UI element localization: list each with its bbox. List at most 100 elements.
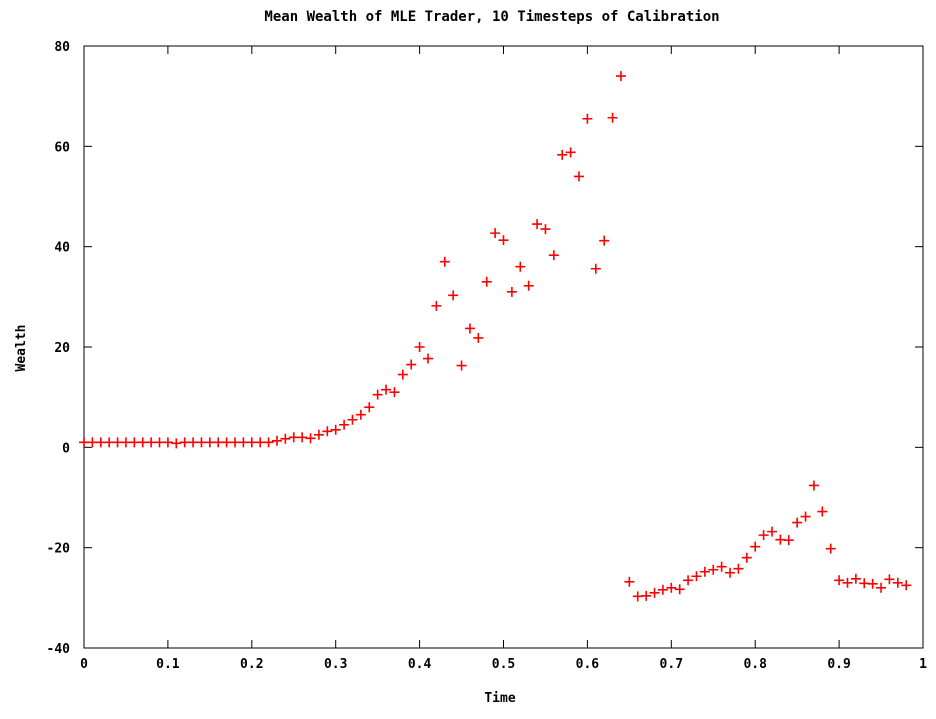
data-point — [481, 276, 492, 287]
data-point — [548, 250, 559, 261]
data-point — [490, 228, 501, 239]
data-point — [372, 389, 383, 400]
data-point — [464, 323, 475, 334]
data-point — [607, 112, 618, 123]
data-point — [473, 332, 484, 343]
data-point — [104, 437, 115, 448]
data-point — [834, 575, 845, 586]
data-point — [817, 506, 828, 517]
x-tick-label: 0.7 — [660, 657, 683, 672]
data-point — [808, 480, 819, 491]
y-tick-label: -40 — [47, 642, 71, 657]
data-point — [825, 543, 836, 554]
data-point — [657, 584, 668, 595]
data-point — [565, 147, 576, 158]
x-tick-label: 1 — [919, 657, 927, 672]
y-axis-label: Wealth — [14, 325, 29, 372]
data-point — [783, 535, 794, 546]
data-point — [641, 590, 652, 601]
data-point — [355, 409, 366, 420]
data-point — [297, 432, 308, 443]
data-point — [775, 534, 786, 545]
data-point — [246, 437, 257, 448]
x-tick-label: 0.1 — [156, 657, 180, 672]
data-point — [414, 342, 425, 352]
data-point — [842, 577, 853, 588]
data-point — [708, 564, 719, 575]
data-point — [397, 369, 408, 380]
data-point — [758, 530, 769, 541]
data-point — [313, 429, 324, 440]
data-point — [632, 591, 643, 602]
y-tick-label: 40 — [54, 241, 70, 256]
data-point — [867, 578, 878, 589]
data-point — [892, 577, 903, 588]
data-point — [532, 219, 543, 230]
data-series — [79, 71, 912, 602]
data-point — [95, 437, 106, 448]
data-point — [624, 576, 635, 587]
y-tick-label: 60 — [54, 140, 70, 155]
data-point — [523, 280, 534, 291]
data-point — [741, 552, 752, 563]
data-point — [330, 424, 341, 435]
data-point — [322, 426, 333, 437]
data-point — [859, 578, 870, 589]
x-tick-label: 0.5 — [492, 657, 515, 672]
x-tick-label: 0.3 — [324, 657, 347, 672]
data-point — [557, 149, 568, 160]
data-point — [615, 71, 626, 82]
data-point — [179, 437, 190, 448]
data-point — [381, 384, 392, 395]
data-point — [137, 437, 148, 448]
data-point — [87, 437, 98, 448]
data-point — [716, 561, 727, 572]
data-point — [725, 567, 736, 578]
data-point — [599, 235, 610, 246]
data-point — [280, 433, 291, 444]
x-tick-label: 0.2 — [240, 657, 263, 672]
y-tick-label: -20 — [47, 542, 71, 557]
y-tick-label: 80 — [54, 40, 70, 55]
data-point — [422, 353, 433, 364]
data-point — [683, 575, 694, 586]
plot-area-border — [83, 45, 924, 649]
data-point — [406, 359, 417, 370]
data-point — [901, 580, 912, 591]
data-point — [540, 224, 551, 235]
data-point — [196, 437, 207, 448]
data-point — [733, 563, 744, 574]
x-tick-label: 0.6 — [576, 657, 600, 672]
data-point — [750, 541, 761, 552]
data-point — [850, 573, 861, 584]
data-point — [129, 437, 140, 448]
data-point — [305, 433, 316, 444]
data-point — [263, 437, 274, 448]
data-point — [271, 435, 282, 446]
data-point — [162, 437, 173, 448]
data-point — [171, 438, 182, 449]
data-point — [792, 517, 803, 528]
x-tick-label: 0.8 — [743, 657, 767, 672]
data-point — [255, 437, 266, 448]
data-point — [154, 437, 165, 448]
data-point — [204, 437, 215, 448]
data-point — [876, 582, 887, 593]
data-point — [498, 235, 509, 246]
data-point — [699, 566, 710, 577]
data-point — [649, 587, 660, 598]
data-point — [439, 256, 450, 267]
data-point — [339, 419, 350, 430]
data-point — [389, 387, 400, 398]
data-point — [448, 290, 459, 301]
data-point — [506, 286, 517, 297]
data-point — [238, 437, 249, 448]
data-point — [590, 263, 601, 274]
data-point — [364, 402, 375, 413]
data-point — [213, 437, 224, 448]
data-point — [431, 300, 442, 311]
data-point — [766, 526, 777, 537]
data-point — [347, 414, 358, 425]
x-axis: 0 0.1 0.2 0.3 0.4 0.5 0.6 0.7 0.8 0.9 1 — [80, 46, 927, 672]
